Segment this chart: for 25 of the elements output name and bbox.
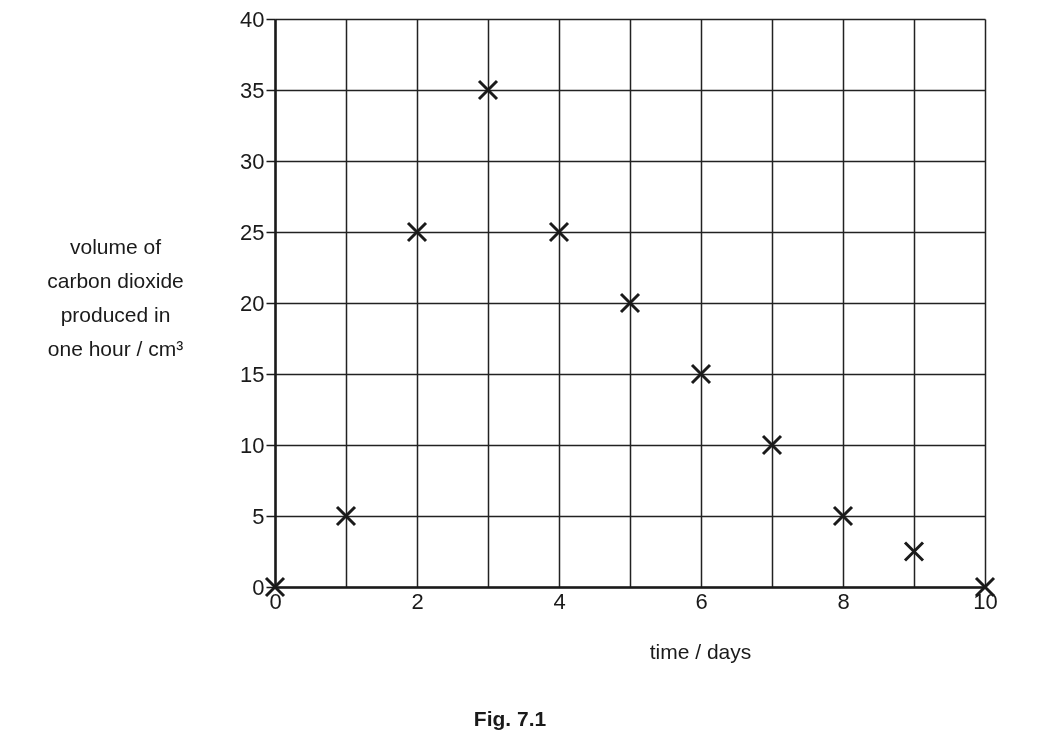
y-axis-title: volume of carbon dioxide produced in one hour / cm³: [47, 234, 184, 360]
x-tick-label: 8: [837, 588, 850, 614]
point: [477, 79, 499, 101]
point: [903, 541, 925, 562]
y-tick-label: 5: [252, 503, 265, 529]
point: [548, 221, 570, 243]
point: [761, 434, 783, 456]
caption: Fig. 7.1: [473, 707, 547, 730]
y-tick-label: 10: [240, 432, 265, 458]
y-tick-label: 30: [240, 148, 265, 174]
y-tick-label: 25: [240, 219, 265, 245]
x-tick-label: 2: [411, 588, 424, 614]
point: [690, 363, 712, 385]
x-tick-label: 6: [695, 588, 708, 614]
x-tick-label: 0: [269, 588, 282, 614]
x-tick-label: 4: [553, 588, 566, 614]
y-tick-label: 20: [240, 290, 265, 316]
y-tick-label: 35: [240, 77, 265, 103]
y-tick-label: 15: [240, 361, 265, 387]
point: [832, 505, 854, 527]
point: [335, 505, 357, 527]
point: [619, 292, 641, 314]
y-tick-label: 40: [240, 6, 265, 32]
point: [406, 221, 428, 243]
x-axis-title: time / days: [649, 639, 752, 663]
